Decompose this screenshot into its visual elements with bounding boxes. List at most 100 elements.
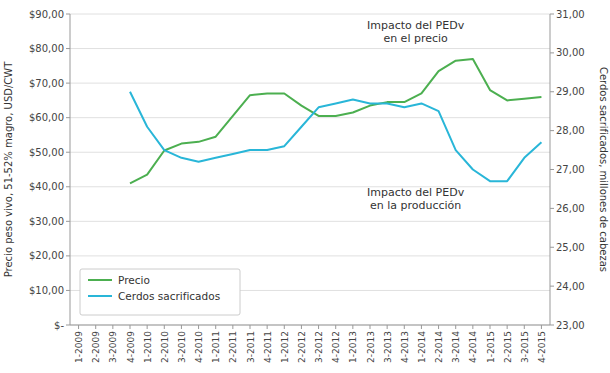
grid-line bbox=[70, 221, 550, 222]
y2-tick-label: 29,00 bbox=[556, 86, 585, 97]
y2-tick-label: 23,00 bbox=[556, 320, 585, 331]
y-tick-label: $- bbox=[54, 320, 64, 331]
chart: $- $10,00 $20,00 $30,00 $40,00 $50,00 $60,00 $7… bbox=[0, 0, 610, 373]
y2-tick bbox=[550, 169, 554, 170]
x-tick bbox=[352, 325, 353, 329]
y-axis-label: Precio peso vivo, 51-52% magro, USD/CWT bbox=[3, 61, 14, 277]
grid-line bbox=[70, 48, 550, 49]
x-tick bbox=[490, 325, 491, 329]
x-tick-label: 4-2015 bbox=[537, 331, 547, 363]
plot-area bbox=[130, 59, 541, 183]
x-tick-label: 2-2011 bbox=[228, 331, 238, 363]
x-tick bbox=[318, 325, 319, 329]
x-tick bbox=[95, 325, 96, 329]
y-tick-label: $20,00 bbox=[29, 250, 64, 261]
x-tick bbox=[267, 325, 268, 329]
y-tick-label: $60,00 bbox=[29, 112, 64, 123]
x-tick-label: 3-2009 bbox=[108, 331, 118, 363]
x-tick-label: 4-2012 bbox=[331, 331, 341, 363]
x-tick-label: 2-2010 bbox=[160, 331, 170, 363]
x-tick-label: 3-2010 bbox=[177, 331, 187, 363]
y2-tick bbox=[550, 325, 554, 326]
x-tick bbox=[472, 325, 473, 329]
x-tick bbox=[438, 325, 439, 329]
x-tick-label: 3-2012 bbox=[314, 331, 324, 363]
x-tick bbox=[250, 325, 251, 329]
y-tick bbox=[66, 255, 70, 256]
y2-tick bbox=[550, 286, 554, 287]
legend-box bbox=[80, 269, 240, 315]
x-tick-label: 2-2013 bbox=[366, 331, 376, 363]
x-tick-label: 4-2009 bbox=[126, 331, 136, 363]
x-tick bbox=[232, 325, 233, 329]
x-tick-label: 4-2011 bbox=[263, 331, 273, 363]
y-tick bbox=[66, 48, 70, 49]
x-tick-label: 1-2010 bbox=[143, 331, 153, 363]
y2-tick bbox=[550, 14, 554, 15]
y-tick bbox=[66, 117, 70, 118]
x-tick-label: 4-2013 bbox=[400, 331, 410, 363]
x-tick-label: 1-2014 bbox=[417, 331, 427, 363]
y-tick bbox=[66, 221, 70, 222]
x-tick bbox=[301, 325, 302, 329]
y-tick bbox=[66, 152, 70, 153]
x-tick-label: 4-2014 bbox=[468, 331, 478, 363]
y2-axis-label: Cerdos sacrificados, millones de cabezas bbox=[598, 67, 609, 272]
x-tick-label: 1-2015 bbox=[486, 331, 496, 363]
x-tick-label: 3-2014 bbox=[451, 331, 461, 363]
grid bbox=[70, 14, 550, 325]
series-line bbox=[130, 59, 541, 183]
x-tick bbox=[130, 325, 131, 329]
legend-label: Cerdos sacrificados bbox=[118, 290, 220, 302]
x-tick-label: 3-2015 bbox=[520, 331, 530, 363]
y2-tick bbox=[550, 91, 554, 92]
y-axis-line bbox=[70, 14, 71, 325]
x-tick-label: 3-2011 bbox=[246, 331, 256, 363]
annotation: Impacto del PEDven el precio bbox=[367, 19, 465, 45]
y-tick-label: $30,00 bbox=[29, 216, 64, 227]
y-tick bbox=[66, 325, 70, 326]
grid-line bbox=[70, 186, 550, 187]
legend: Precio Cerdos sacrificados bbox=[80, 269, 240, 315]
y-tick-label: $40,00 bbox=[29, 181, 64, 192]
x-tick-label: 1-2012 bbox=[280, 331, 290, 363]
x-tick bbox=[524, 325, 525, 329]
y2-tick bbox=[550, 208, 554, 209]
x-tick-label: 2-2012 bbox=[297, 331, 307, 363]
annotation-line: en el precio bbox=[383, 32, 448, 45]
y2-tick-label: 31,00 bbox=[556, 9, 585, 20]
y-tick-label: $90,00 bbox=[29, 9, 64, 20]
annotation-line: Impacto del PEDv bbox=[367, 19, 465, 32]
y-tick-label: $70,00 bbox=[29, 78, 64, 89]
grid-line bbox=[70, 14, 550, 15]
x-tick bbox=[198, 325, 199, 329]
axes: $- $10,00 $20,00 $30,00 $40,00 $50,00 $60,00 $7… bbox=[29, 9, 585, 363]
y2-tick-label: 27,00 bbox=[556, 164, 585, 175]
y2-tick-label: 25,00 bbox=[556, 242, 585, 253]
x-tick-label: 2-2014 bbox=[434, 331, 444, 363]
x-tick bbox=[421, 325, 422, 329]
y2-tick-label: 24,00 bbox=[556, 281, 585, 292]
x-tick bbox=[215, 325, 216, 329]
x-tick-label: 1-2009 bbox=[74, 331, 84, 363]
y-tick bbox=[66, 83, 70, 84]
y-tick bbox=[66, 14, 70, 15]
y2-tick-label: 28,00 bbox=[556, 125, 585, 136]
x-tick bbox=[404, 325, 405, 329]
y2-tick-label: 30,00 bbox=[556, 47, 585, 58]
x-tick bbox=[284, 325, 285, 329]
x-tick bbox=[387, 325, 388, 329]
y-tick-label: $50,00 bbox=[29, 147, 64, 158]
grid-line bbox=[70, 83, 550, 84]
legend-swatch bbox=[88, 279, 112, 281]
y-tick bbox=[66, 290, 70, 291]
annotation-line: Impacto del PEDv bbox=[367, 186, 465, 199]
legend-label: Precio bbox=[118, 274, 150, 286]
y-tick-label: $10,00 bbox=[29, 285, 64, 296]
x-tick-label: 2-2015 bbox=[503, 331, 513, 363]
x-tick-label: 4-2010 bbox=[194, 331, 204, 363]
y2-tick-label: 26,00 bbox=[556, 203, 585, 214]
annotation-line: en la producción bbox=[370, 199, 461, 212]
x-tick bbox=[164, 325, 165, 329]
x-tick-label: 3-2013 bbox=[383, 331, 393, 363]
